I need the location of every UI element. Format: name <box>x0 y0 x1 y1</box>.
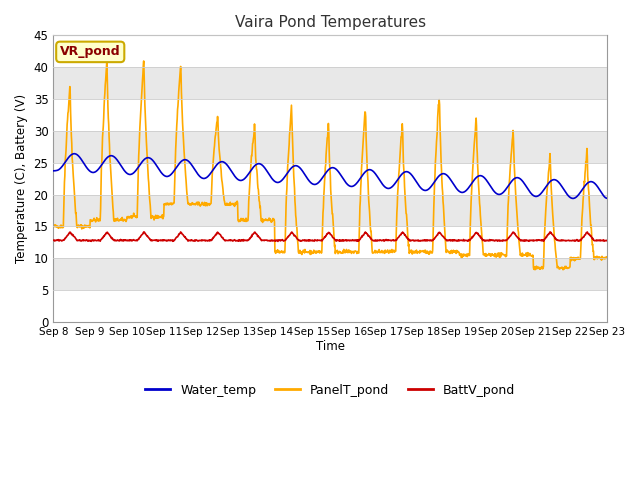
X-axis label: Time: Time <box>316 340 344 353</box>
Bar <box>53 36 607 67</box>
Text: VR_pond: VR_pond <box>60 46 120 59</box>
Bar <box>53 194 607 227</box>
Bar <box>53 163 607 194</box>
Title: Vaira Pond Temperatures: Vaira Pond Temperatures <box>234 15 426 30</box>
Bar <box>53 67 607 99</box>
Bar <box>53 290 607 322</box>
Bar <box>53 99 607 131</box>
Bar <box>53 258 607 290</box>
Bar <box>53 227 607 258</box>
Legend: Water_temp, PanelT_pond, BattV_pond: Water_temp, PanelT_pond, BattV_pond <box>140 379 520 402</box>
Y-axis label: Temperature (C), Battery (V): Temperature (C), Battery (V) <box>15 94 28 263</box>
Bar <box>53 131 607 163</box>
